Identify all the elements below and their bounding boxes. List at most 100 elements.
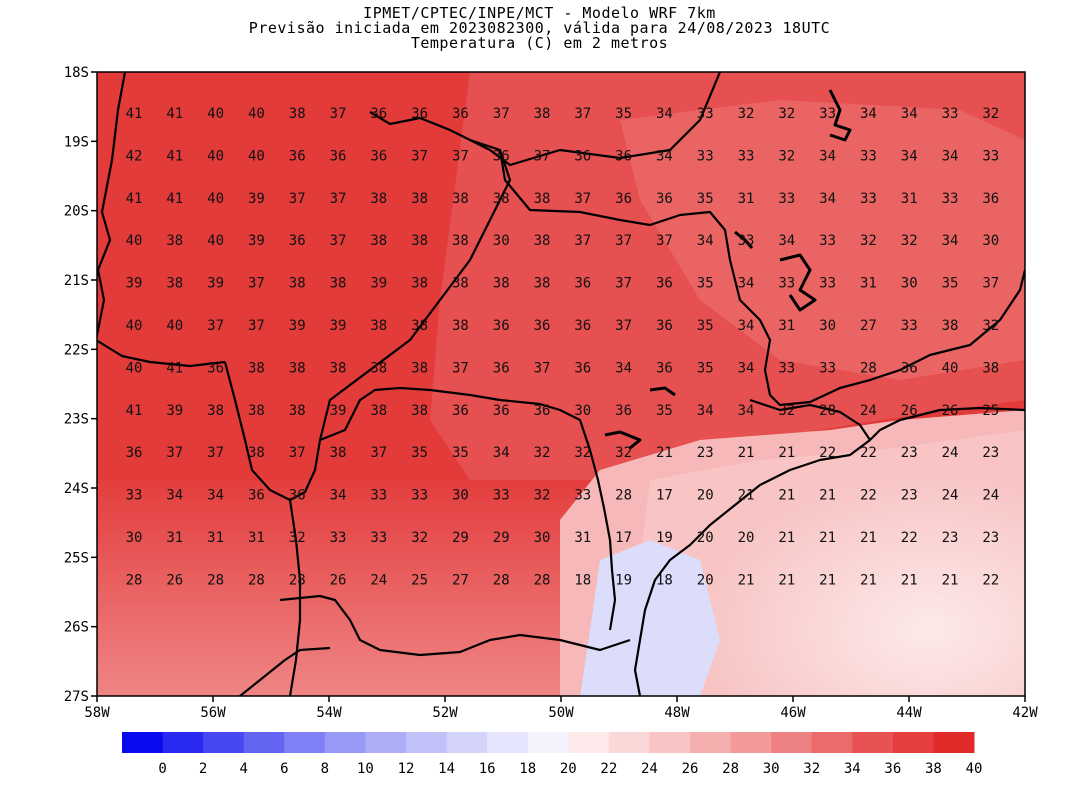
temperature-value: 41 — [166, 191, 183, 207]
temperature-value: 38 — [166, 276, 183, 292]
temperature-value: 33 — [819, 106, 836, 122]
temperature-value: 37 — [248, 318, 265, 334]
temperature-value: 34 — [819, 148, 836, 164]
temperature-value: 40 — [942, 360, 959, 376]
temperature-value: 36 — [615, 403, 632, 419]
temperature-value: 33 — [493, 488, 510, 504]
colorbar-swatch — [852, 732, 894, 753]
temperature-value: 40 — [207, 148, 224, 164]
temperature-value: 26 — [901, 403, 918, 419]
temperature-value: 34 — [738, 318, 755, 334]
temperature-value: 33 — [738, 233, 755, 249]
temperature-value: 38 — [330, 360, 347, 376]
temperature-value: 37 — [534, 360, 551, 376]
temperature-value: 36 — [207, 360, 224, 376]
field-cold-pocket — [580, 540, 720, 696]
lat-label: 27S — [64, 689, 89, 705]
temperature-value: 38 — [370, 191, 387, 207]
temperature-value: 33 — [982, 148, 999, 164]
lon-label: 42W — [1012, 705, 1038, 721]
temperature-value: 38 — [370, 360, 387, 376]
colorbar-swatch — [933, 732, 975, 753]
temperature-value: 37 — [656, 233, 673, 249]
temperature-value: 34 — [738, 403, 755, 419]
temperature-value: 34 — [860, 106, 877, 122]
temperature-value: 36 — [289, 488, 306, 504]
colorbar-swatch — [608, 732, 650, 753]
temperature-value: 38 — [248, 360, 265, 376]
temperature-value: 33 — [819, 233, 836, 249]
border-sp-mg — [498, 149, 1025, 407]
colorbar-swatch — [771, 732, 813, 753]
temperature-value: 33 — [778, 276, 795, 292]
temperature-value: 21 — [738, 488, 755, 504]
temperature-value: 21 — [778, 445, 795, 461]
temperature-value: 38 — [330, 276, 347, 292]
temperature-value: 37 — [574, 106, 591, 122]
temperature-value: 36 — [248, 488, 265, 504]
temperature-value: 38 — [370, 403, 387, 419]
temperature-value: 35 — [452, 445, 469, 461]
temperature-value: 28 — [860, 360, 877, 376]
temperature-value: 32 — [738, 106, 755, 122]
temperature-value: 38 — [411, 360, 428, 376]
temperature-value: 38 — [411, 233, 428, 249]
temperature-value: 22 — [819, 445, 836, 461]
temperature-value: 35 — [697, 276, 714, 292]
temperature-value: 32 — [574, 445, 591, 461]
temperature-value: 29 — [452, 530, 469, 546]
temperature-value: 19 — [656, 530, 673, 546]
temperature-value: 38 — [248, 403, 265, 419]
temperature-value: 37 — [166, 445, 183, 461]
temperature-value: 21 — [901, 572, 918, 588]
reservoir-furnas — [828, 89, 852, 142]
lat-label: 21S — [64, 273, 89, 289]
temperature-value: 40 — [166, 318, 183, 334]
temperature-value: 35 — [656, 403, 673, 419]
colorbar-label: 18 — [519, 761, 536, 777]
lon-label: 52W — [432, 705, 458, 721]
temperature-value: 41 — [166, 106, 183, 122]
temperature-value: 38 — [330, 445, 347, 461]
colorbar-swatch — [690, 732, 732, 753]
temperature-value: 30 — [982, 233, 999, 249]
temperature-value: 34 — [615, 360, 632, 376]
border-pr-inner — [608, 539, 617, 631]
temperature-value: 33 — [860, 191, 877, 207]
temperature-value: 21 — [778, 488, 795, 504]
temperature-value: 42 — [126, 148, 143, 164]
border-argentina — [239, 646, 331, 696]
temperature-value: 39 — [330, 318, 347, 334]
colorbar-swatch — [527, 732, 569, 753]
temperature-value: 21 — [860, 572, 877, 588]
temperature-value: 37 — [574, 191, 591, 207]
colorbar-label: 22 — [600, 761, 617, 777]
temperature-value: 26 — [330, 572, 347, 588]
temperature-value: 33 — [819, 276, 836, 292]
temperature-value: 35 — [697, 191, 714, 207]
temperature-value: 37 — [330, 106, 347, 122]
temperature-value: 20 — [738, 530, 755, 546]
lon-label: 58W — [84, 705, 110, 721]
temperature-value: 31 — [738, 191, 755, 207]
lon-label: 48W — [664, 705, 690, 721]
temperature-value: 30 — [574, 403, 591, 419]
temperature-value: 20 — [697, 530, 714, 546]
temperature-value: 30 — [901, 276, 918, 292]
temperature-value: 38 — [289, 403, 306, 419]
temperature-value: 36 — [574, 360, 591, 376]
lat-label: 19S — [64, 134, 89, 150]
temperature-value: 28 — [207, 572, 224, 588]
longitude-axis: 58W 56W 54W 52W 50W 48W 46W 44W 42W — [84, 696, 1038, 721]
temperature-value: 21 — [778, 572, 795, 588]
temperature-value: 38 — [534, 233, 551, 249]
lat-label: 26S — [64, 620, 89, 636]
temperature-value: 38 — [411, 276, 428, 292]
temperature-value: 31 — [901, 191, 918, 207]
temperature-value: 30 — [819, 318, 836, 334]
temperature-value: 40 — [248, 106, 265, 122]
colorbar-label: 34 — [844, 761, 861, 777]
temperature-value: 38 — [289, 360, 306, 376]
temperature-value: 32 — [411, 530, 428, 546]
field-south — [97, 480, 617, 696]
